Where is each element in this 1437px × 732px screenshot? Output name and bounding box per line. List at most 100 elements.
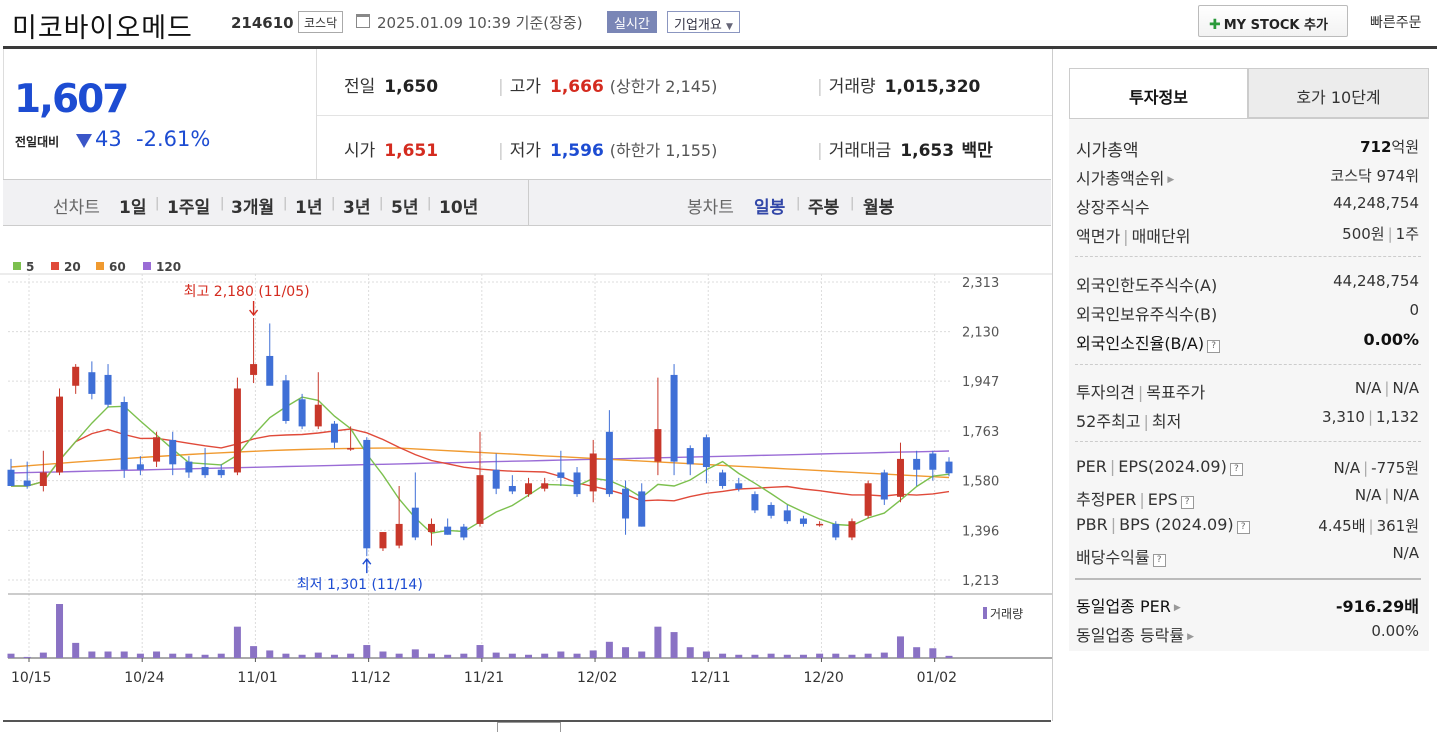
- listed-shares-row: 상장주식수 44,248,754: [1076, 194, 1419, 217]
- low-price: | 저가 1,596 (하한가 1,155): [498, 141, 718, 161]
- candle-body: [573, 472, 581, 495]
- candle-body: [282, 380, 290, 421]
- company-overview-dropdown[interactable]: 기업개요 ▼: [667, 11, 740, 33]
- candle-body: [541, 483, 549, 489]
- tab-orderbook[interactable]: 호가 10단계: [1248, 68, 1429, 118]
- candle-chart-label: 봉차트: [687, 198, 734, 218]
- candle-body: [589, 453, 597, 492]
- volume-bar: [525, 654, 533, 658]
- candle-body: [557, 472, 565, 478]
- candle-body: [816, 523, 824, 526]
- investment-panel: 투자정보 호가 10단계 시가총액 712억원 시가총액순위 ▶ 코스닥 974위…: [1052, 49, 1437, 721]
- candle-body: [153, 437, 161, 462]
- volume-bar: [298, 654, 306, 658]
- candle-body: [799, 518, 807, 524]
- resize-handle[interactable]: [497, 722, 561, 732]
- volume-bar: [945, 655, 953, 658]
- help-icon[interactable]: ?: [1236, 521, 1250, 534]
- w52-row: 52주최고 | 최저 3,310 | 1,132: [1076, 408, 1419, 431]
- x-tick-label: 11/01: [237, 670, 277, 686]
- legend-swatch: [96, 262, 104, 270]
- stock-chart[interactable]: 2,313 2,130 1,947 1,763 1,580 1,396 1,213 5 20 60…: [0, 226, 1052, 720]
- candle-daily[interactable]: 일봉: [754, 198, 786, 218]
- volume-bar: [492, 652, 500, 658]
- tab-investment-info[interactable]: 투자정보: [1069, 68, 1248, 118]
- volume-bar: [153, 651, 161, 658]
- candle-body: [670, 374, 678, 462]
- volume-bar: [702, 651, 710, 658]
- y-tick-label: 1,947: [962, 375, 999, 390]
- volume-bar: [56, 604, 64, 658]
- candle-body: [444, 526, 452, 535]
- foreign-hold-row: 외국인보유주식수(B) 0: [1076, 301, 1419, 324]
- chart-period-bar: 선차트 1일 | 1주일 | 3개월 | 1년 | 3년 | 5년 | 10년 …: [3, 179, 1051, 226]
- high-price: | 고가 1,666 (상한가 2,145): [498, 77, 718, 97]
- volume-legend-label: 거래량: [990, 607, 1023, 621]
- candle-body: [460, 526, 468, 538]
- volume-bar: [848, 654, 856, 658]
- candle-body: [314, 404, 322, 427]
- candle-body: [395, 523, 403, 546]
- volume-bar: [7, 653, 15, 658]
- industry-per-row[interactable]: 동일업종 PER ▶ -916.29배: [1076, 597, 1419, 616]
- realtime-button[interactable]: 실시간: [607, 11, 657, 33]
- y-tick-label: 1,396: [962, 524, 999, 539]
- stock-code: 214610: [231, 14, 294, 32]
- arrow-right-icon: ▶: [1167, 175, 1175, 185]
- candle-body: [654, 429, 662, 462]
- candle-body: [233, 388, 241, 473]
- period-1y[interactable]: 1년: [295, 198, 323, 218]
- candle-body: [913, 458, 921, 470]
- high-arrow-icon: [249, 301, 259, 317]
- x-tick-label: 10/24: [124, 670, 164, 686]
- market-cap-rank-row[interactable]: 시가총액순위 ▶ 코스닥 974위: [1076, 167, 1419, 188]
- period-3m[interactable]: 3개월: [231, 198, 275, 218]
- legend-label: 20: [64, 260, 81, 274]
- quick-order-link[interactable]: 빠른주문: [1370, 15, 1422, 31]
- volume-bar: [185, 653, 193, 658]
- candle-weekly[interactable]: 주봉: [808, 198, 840, 218]
- candle-body: [72, 366, 80, 386]
- low-annotation: 최저 1,301 (11/14): [297, 577, 423, 593]
- summary-divider: [316, 49, 317, 179]
- stock-header: 미코바이오메드 214610 코스닥 2025.01.09 10:39 기준(장…: [0, 0, 1437, 49]
- add-mystock-button[interactable]: ✚ MY STOCK 추가: [1198, 5, 1348, 37]
- help-icon[interactable]: ?: [1180, 496, 1194, 509]
- industry-change-row[interactable]: 동일업종 등락률 ▶ 0.00%: [1076, 622, 1419, 645]
- candle-body: [298, 399, 306, 427]
- help-icon[interactable]: ?: [1229, 463, 1243, 476]
- candle-body: [7, 469, 15, 486]
- volume-bar: [104, 651, 112, 658]
- x-tick-label: 12/02: [577, 670, 617, 686]
- candle-body: [864, 483, 872, 516]
- volume-bar: [638, 651, 646, 658]
- volume-bar: [347, 653, 355, 658]
- volume-bar: [864, 653, 872, 658]
- volume-bar: [460, 653, 468, 658]
- period-10y[interactable]: 10년: [439, 198, 479, 218]
- price-summary: 1,607 전일대비 43 -2.61% 전일 1,650 | 고가 1,666 (상한…: [3, 49, 1052, 179]
- candle-monthly[interactable]: 월봉: [863, 198, 895, 218]
- volume-bar: [816, 653, 824, 658]
- volume-bar: [169, 653, 177, 658]
- volume-bar: [913, 647, 921, 658]
- help-icon[interactable]: ?: [1207, 340, 1221, 353]
- candle-body: [136, 464, 144, 470]
- candle-body: [56, 396, 64, 473]
- candle-body: [492, 469, 500, 489]
- volume-bar: [557, 651, 565, 658]
- volume-legend-swatch: [983, 607, 987, 619]
- candle-body: [330, 423, 338, 443]
- period-1d[interactable]: 1일: [119, 198, 147, 218]
- legend-swatch: [13, 262, 21, 270]
- legend-swatch: [143, 262, 151, 270]
- period-3y[interactable]: 3년: [343, 198, 371, 218]
- help-icon[interactable]: ?: [1152, 554, 1166, 567]
- candle-body: [848, 521, 856, 538]
- period-5y[interactable]: 5년: [391, 198, 419, 218]
- open-price: 시가 1,651: [344, 141, 439, 161]
- arrow-right-icon: ▶: [1173, 603, 1181, 613]
- period-1w[interactable]: 1주일: [167, 198, 211, 218]
- candle-body: [686, 448, 694, 465]
- candle-body: [201, 467, 209, 476]
